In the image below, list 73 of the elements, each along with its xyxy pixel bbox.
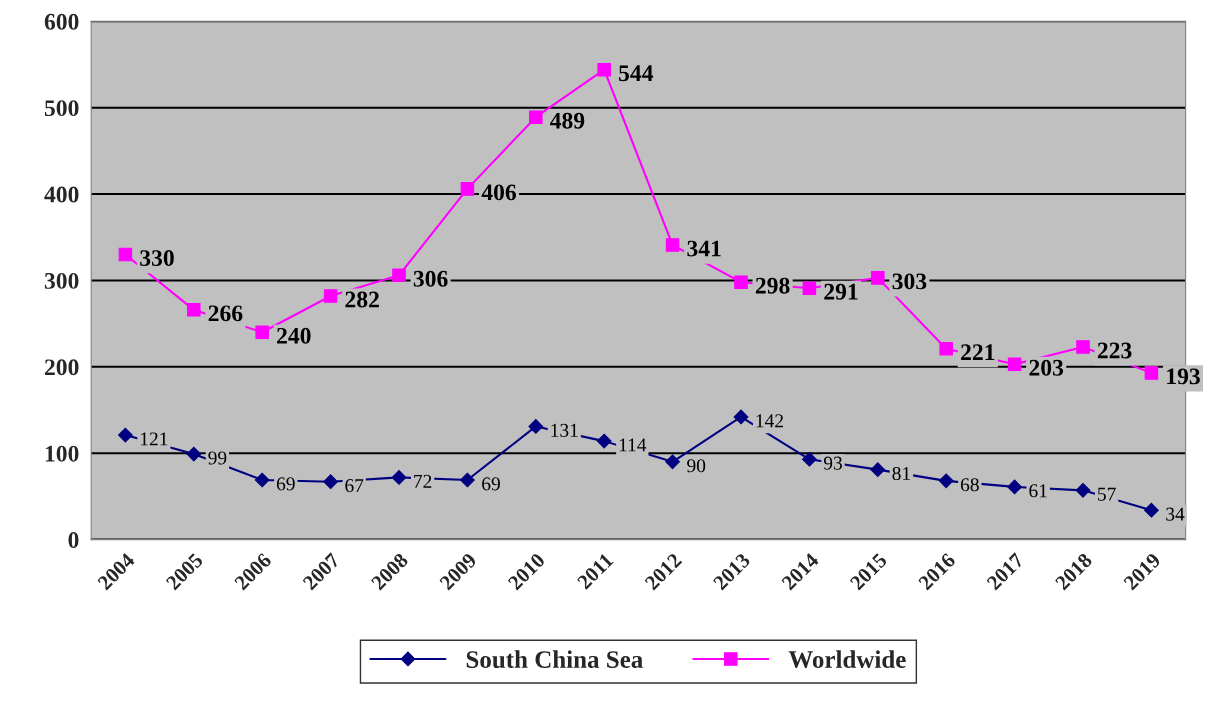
point (665, 454, 680, 470)
data-label: 291 (824, 283, 858, 300)
y-tick-label: 100 (45, 445, 79, 462)
point (596, 433, 612, 449)
y-tick-label: 400 (44, 186, 79, 203)
point (186, 446, 202, 462)
point (734, 275, 748, 289)
point (255, 325, 269, 340)
point (665, 238, 680, 252)
point (460, 472, 475, 488)
data-label: 489 (550, 112, 585, 129)
y-tick-label: 600 (44, 13, 79, 30)
data-label: 544 (619, 65, 654, 82)
point (939, 341, 953, 356)
point (460, 182, 475, 196)
data-label: 341 (687, 240, 721, 257)
data-label: 282 (345, 291, 379, 308)
data-label: 142 (756, 414, 783, 428)
data-label: 406 (481, 184, 517, 201)
data-label: 114 (619, 438, 647, 452)
legend-label: Worldwide (788, 650, 906, 669)
data-label: 221 (961, 344, 995, 360)
point (871, 271, 885, 285)
point (391, 470, 407, 485)
legend-label: South China Sea (466, 650, 643, 669)
point (118, 427, 133, 443)
point (1144, 502, 1159, 518)
data-label: 90 (687, 459, 706, 473)
data-label: 61 (1029, 484, 1047, 498)
point (118, 247, 133, 262)
point (529, 110, 543, 124)
data-label: 81 (892, 466, 910, 481)
data-label: 121 (141, 432, 168, 446)
point (1076, 340, 1090, 354)
data-label: 93 (823, 456, 842, 470)
point (392, 268, 406, 283)
point (802, 451, 817, 467)
point (1007, 479, 1022, 495)
data-label: 34 (1166, 507, 1185, 521)
y-tick-label: 200 (44, 359, 79, 376)
data-label: 68 (960, 478, 979, 492)
data-label: 69 (276, 477, 295, 491)
data-label: 72 (414, 474, 432, 488)
data-label: 99 (208, 451, 227, 465)
data-label: 131 (551, 423, 578, 437)
data-label: 69 (482, 477, 500, 491)
data-label: 57 (1098, 487, 1116, 501)
point (1144, 366, 1159, 380)
data-label: 193 (1167, 368, 1200, 385)
point (323, 474, 338, 490)
y-tick-label: 0 (68, 532, 79, 549)
point (323, 289, 338, 303)
point (802, 281, 817, 295)
point (187, 303, 201, 317)
data-label: 306 (413, 270, 448, 287)
data-label: 67 (345, 479, 364, 493)
point (870, 462, 886, 478)
point (938, 473, 954, 489)
point (528, 419, 544, 434)
data-label: 266 (208, 305, 243, 322)
point (1007, 357, 1022, 372)
point (254, 472, 270, 488)
data-label: 298 (755, 277, 790, 294)
data-label: 303 (892, 273, 927, 290)
data-label: 240 (277, 327, 311, 344)
y-tick-label: 300 (44, 272, 79, 289)
data-label: 203 (1029, 359, 1064, 376)
data-label: 330 (140, 250, 174, 266)
point (1075, 482, 1091, 498)
point (597, 62, 611, 77)
point (733, 409, 749, 425)
y-tick-label: 500 (44, 100, 79, 117)
data-label: 223 (1097, 342, 1132, 359)
